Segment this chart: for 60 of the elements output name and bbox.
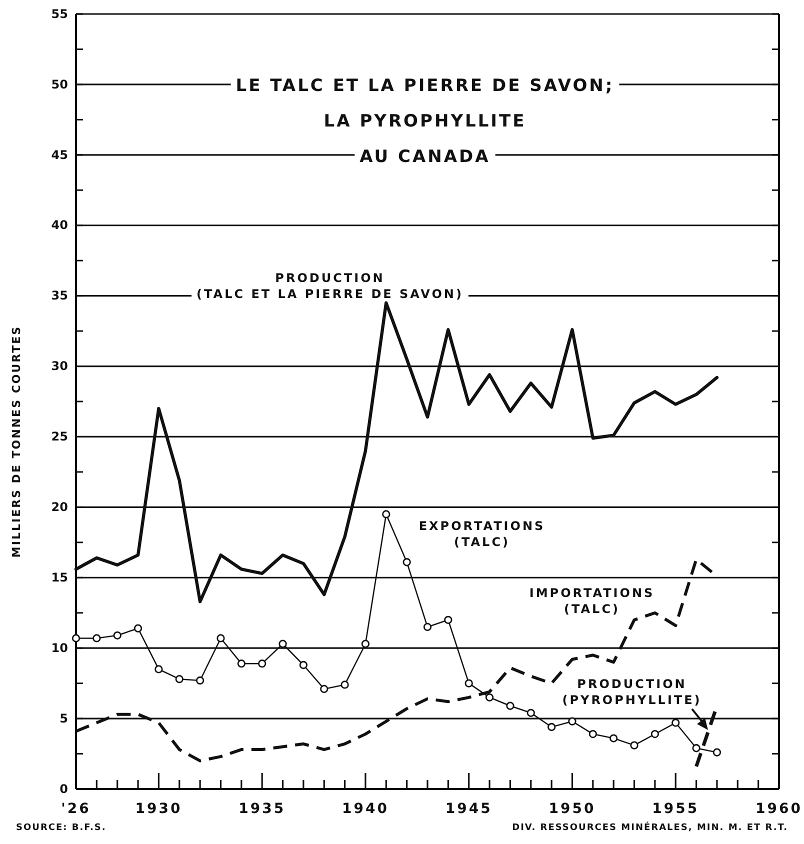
x-tick-label: 1950 [548,800,596,817]
y-tick-label: 10 [51,640,68,655]
source-note: SOURCE: B.F.S. [16,823,106,833]
point [444,616,452,624]
point [610,734,618,742]
x-tick-label: 1955 [652,800,700,817]
point [320,684,328,694]
series-label: PRODUCTION (PYROPHYLLITE) [562,677,702,707]
y-tick-label: 30 [51,359,68,374]
point [299,660,308,670]
point [568,717,576,726]
point [278,640,287,648]
x-tick-label: '26 [61,800,91,817]
point [526,708,535,717]
y-tick-label: 35 [51,288,68,303]
y-tick-label: 40 [51,218,68,232]
y-tick-label: 25 [51,430,68,444]
point [402,558,411,566]
point [547,722,556,732]
point [134,624,142,632]
point [712,748,722,756]
y-tick-label: 45 [51,148,68,162]
text: PRODUCTION (TALC ET LA PIERRE DE SAVON) [196,271,464,301]
point [692,744,700,752]
point [588,730,597,738]
point [361,640,370,648]
point [506,702,514,710]
point [423,622,432,632]
x-tick-label: 1940 [342,800,389,817]
point [113,631,122,640]
x-tick-label: 1945 [445,800,492,817]
point [92,634,101,642]
y-axis-title: MILLIERS DE TONNES COURTES [10,325,23,558]
point [630,741,638,750]
point [340,680,349,689]
point [72,634,80,642]
y-tick-label: 0 [60,782,68,796]
x-tick-label: 1930 [135,800,182,817]
point [216,634,225,642]
point [258,660,266,668]
x-tick-label: 1935 [238,800,286,817]
point [382,510,390,518]
point [464,679,473,688]
series-label: EXPORTATIONS (TALC) [418,519,546,549]
point [485,693,494,702]
series-label: IMPORTATIONS (TALC) [529,586,655,616]
point [196,676,204,685]
y-tick-label: 15 [51,570,68,584]
point [672,718,680,727]
y-tick-label: 20 [51,500,68,514]
text: LE TALC ET LA PIERRE DE SAVON; LA PYROPHYLLITE AU CANADA [236,76,614,167]
point [175,675,184,684]
text: DIV. RESSOURCES MINÉRALES, MIN. M. ET R.T. [512,821,788,833]
point [154,665,163,674]
point [237,660,246,668]
x-tick-label: 1960 [756,800,802,817]
y-tick-label: 5 [60,711,68,726]
point [650,730,660,738]
y-tick-label: 55 [51,6,68,21]
y-tick-label: 50 [51,77,68,92]
